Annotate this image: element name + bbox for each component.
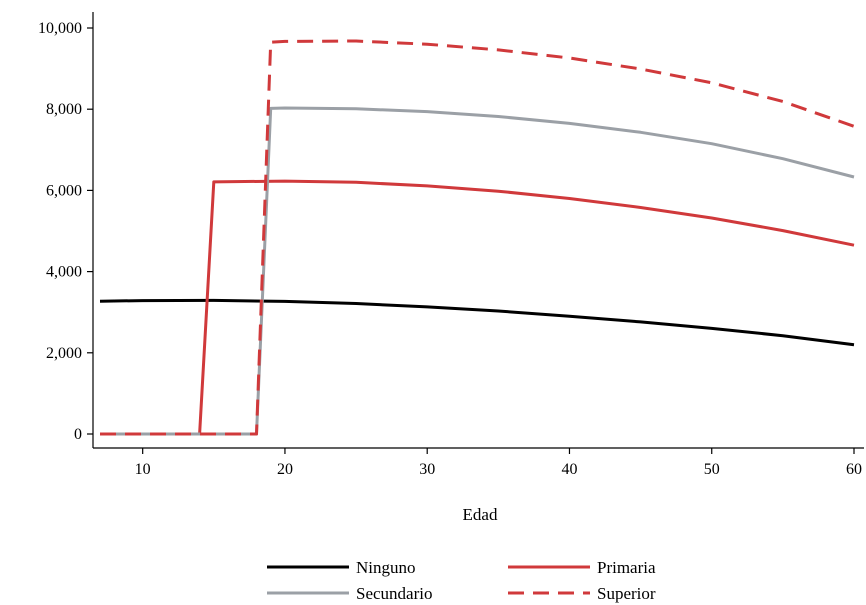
legend-label-secundario: Secundario (356, 584, 432, 603)
series-line-superior (100, 39, 855, 436)
legend-label-superior: Superior (597, 584, 656, 603)
x-tick-label: 10 (135, 461, 151, 478)
y-ticks: 0 2,000 4,000 6,000 8,000 10,000 (38, 20, 93, 443)
legend-label-primaria: Primaria (597, 558, 656, 577)
y-tick-label: 10,000 (38, 20, 82, 37)
series-line-secundario (100, 106, 855, 436)
x-ticks: 10 20 30 40 50 60 (135, 448, 862, 478)
series-line-primaria (100, 179, 855, 436)
legend-label-ninguno: Ninguno (356, 558, 416, 577)
y-tick-label: 8,000 (46, 101, 82, 118)
y-tick-label: 0 (74, 426, 82, 443)
series-line-ninguno (99, 298, 855, 347)
y-tick-label: 2,000 (46, 345, 82, 362)
x-tick-label: 60 (846, 461, 862, 478)
y-tick-label: 6,000 (46, 182, 82, 199)
series-layer (99, 39, 855, 436)
legend: Ninguno Primaria Secundario Superior (267, 558, 656, 603)
x-tick-label: 50 (704, 461, 720, 478)
y-tick-label: 4,000 (46, 264, 82, 281)
x-axis-title: Edad (463, 505, 498, 524)
x-tick-label: 30 (419, 461, 435, 478)
axes (92, 12, 864, 449)
x-tick-label: 40 (561, 461, 577, 478)
x-tick-label: 20 (277, 461, 293, 478)
